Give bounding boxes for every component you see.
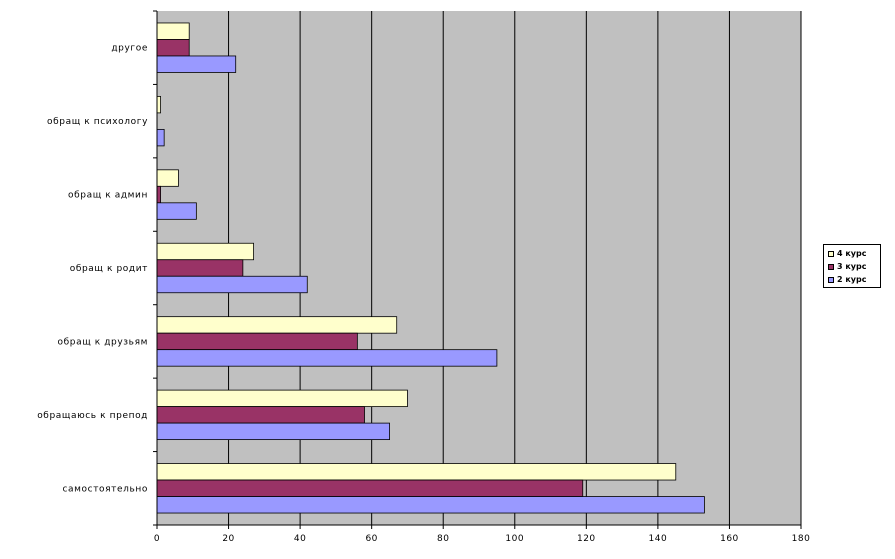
x-tick-label: 0 [154,534,160,544]
bar-4-курс [156,389,408,408]
bar-2-курс [156,55,237,73]
x-tick-label: 40 [294,534,306,544]
x-tick-label: 120 [577,534,596,544]
plot-area [157,11,801,525]
bar-3-курс [156,185,161,204]
x-tick-labels: 0 20 40 60 80 100 120 140 160 180 [154,534,810,544]
x-tick-label: 100 [505,534,524,544]
category-label: обращаюсь к препод [37,411,148,421]
bar-4-курс [156,242,254,261]
legend-swatch [828,263,834,270]
legend-label: 4 курс [837,249,867,258]
bar-4-курс [156,169,179,187]
legend-label: 2 курс [837,275,867,284]
bar-3-курс [156,39,190,57]
x-tick-label: 60 [365,534,377,544]
x-tick-label: 180 [792,534,811,544]
legend-item: 4 курс [828,247,880,260]
x-tick-label: 80 [437,534,449,544]
category-label: обращ к родит [70,264,148,274]
legend-item: 2 курс [828,273,880,286]
bar-2-курс [156,422,390,441]
legend-item: 3 курс [828,260,880,273]
x-tick-label: 160 [720,534,739,544]
legend: 4 курс 3 курс 2 курс [823,244,881,288]
category-labels: самостоятельно обращаюсь к препод обращ к … [37,44,149,495]
bar-2-курс [156,349,498,367]
bar-3-курс [156,259,244,277]
gridlines [228,11,802,525]
bar-3-курс [156,406,365,424]
category-label: обращ к психологу [47,117,148,127]
x-tick-label: 20 [222,534,234,544]
x-tick-label: 140 [649,534,668,544]
bar-3-курс [156,479,584,497]
category-label: самостоятельно [63,484,149,494]
legend-label: 3 курс [837,262,867,271]
bar-2-курс [156,128,165,147]
bar-4-курс [156,95,161,114]
bar-2-курс [156,275,308,294]
bar-4-курс [156,463,677,481]
category-label: другое [111,44,148,54]
legend-swatch [828,250,834,257]
category-label: обращ к админ [68,191,148,201]
bar-4-курс [156,22,190,40]
category-label: обращ к друзьям [58,337,148,347]
axes [153,10,802,529]
bar-4-курс [156,316,398,334]
legend-swatch [828,276,834,283]
bar-3-курс [156,332,358,351]
bar-2-курс [156,202,197,220]
bar-2-курс [156,496,705,514]
